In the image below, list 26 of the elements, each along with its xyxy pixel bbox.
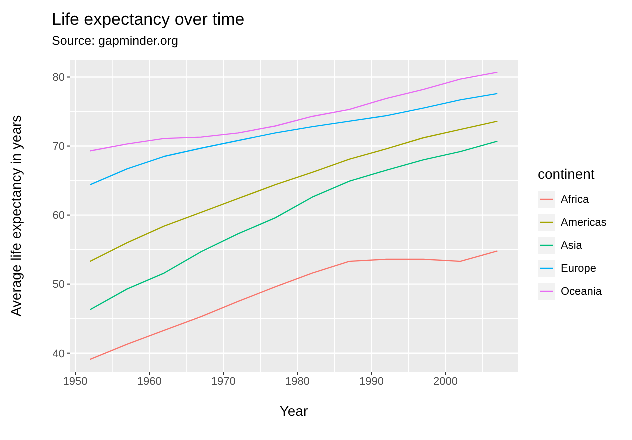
legend-label: Oceania (561, 286, 602, 298)
x-axis-title: Year (280, 403, 308, 419)
y-tick-label: 50 (52, 279, 65, 292)
legend-label: Americas (561, 216, 607, 228)
line-series (90, 120, 498, 262)
line-series (90, 93, 498, 186)
line-series (90, 250, 498, 360)
y-tick-label: 80 (52, 72, 65, 84)
x-tick-label: 1950 (63, 376, 88, 388)
x-tick-label: 1980 (285, 376, 310, 388)
y-tick-label: 40 (52, 348, 65, 360)
y-tick-label: 70 (52, 141, 65, 154)
x-tick-label: 1970 (211, 376, 236, 388)
legend-title: continent (538, 166, 596, 182)
legend-label: Africa (561, 194, 590, 206)
line-series (90, 72, 498, 152)
y-axis-title: Average life expectancy in years (8, 115, 24, 317)
y-tick-label: 60 (52, 210, 65, 222)
chart-subtitle: Source: gapminder.org (52, 34, 178, 48)
line-series (90, 140, 498, 310)
x-tick-label: 1960 (137, 376, 162, 388)
x-tick-label: 1990 (360, 376, 384, 388)
legend-label: Asia (561, 240, 582, 252)
x-tick-label: 2000 (434, 376, 458, 388)
chart-title: Life expectancy over time (52, 10, 245, 30)
legend-label: Europe (561, 262, 596, 274)
